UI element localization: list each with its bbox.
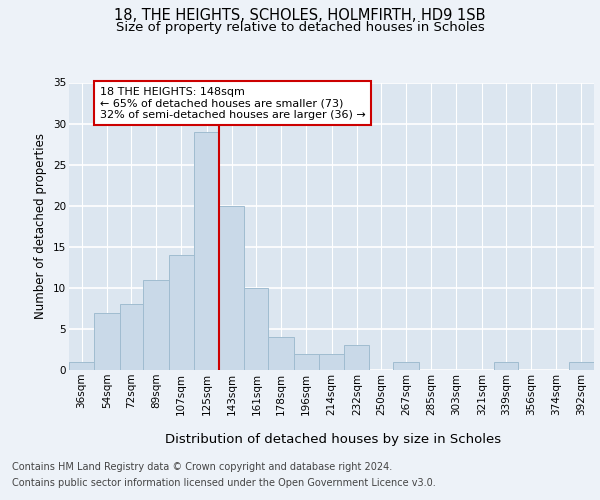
Bar — [143, 280, 169, 370]
Bar — [393, 362, 419, 370]
Bar — [244, 288, 268, 370]
Bar — [319, 354, 344, 370]
Bar — [169, 255, 194, 370]
Bar — [69, 362, 94, 370]
Y-axis label: Number of detached properties: Number of detached properties — [34, 133, 47, 320]
Text: 18 THE HEIGHTS: 148sqm
← 65% of detached houses are smaller (73)
32% of semi-det: 18 THE HEIGHTS: 148sqm ← 65% of detached… — [100, 86, 365, 120]
Bar — [293, 354, 319, 370]
Text: 18, THE HEIGHTS, SCHOLES, HOLMFIRTH, HD9 1SB: 18, THE HEIGHTS, SCHOLES, HOLMFIRTH, HD9… — [114, 8, 486, 22]
Bar — [268, 337, 293, 370]
Bar — [494, 362, 518, 370]
Text: Contains public sector information licensed under the Open Government Licence v3: Contains public sector information licen… — [12, 478, 436, 488]
Text: Distribution of detached houses by size in Scholes: Distribution of detached houses by size … — [165, 432, 501, 446]
Text: Contains HM Land Registry data © Crown copyright and database right 2024.: Contains HM Land Registry data © Crown c… — [12, 462, 392, 472]
Bar — [194, 132, 219, 370]
Bar — [344, 346, 370, 370]
Bar — [219, 206, 244, 370]
Text: Size of property relative to detached houses in Scholes: Size of property relative to detached ho… — [116, 21, 484, 34]
Bar — [119, 304, 143, 370]
Bar — [569, 362, 594, 370]
Bar — [94, 312, 119, 370]
